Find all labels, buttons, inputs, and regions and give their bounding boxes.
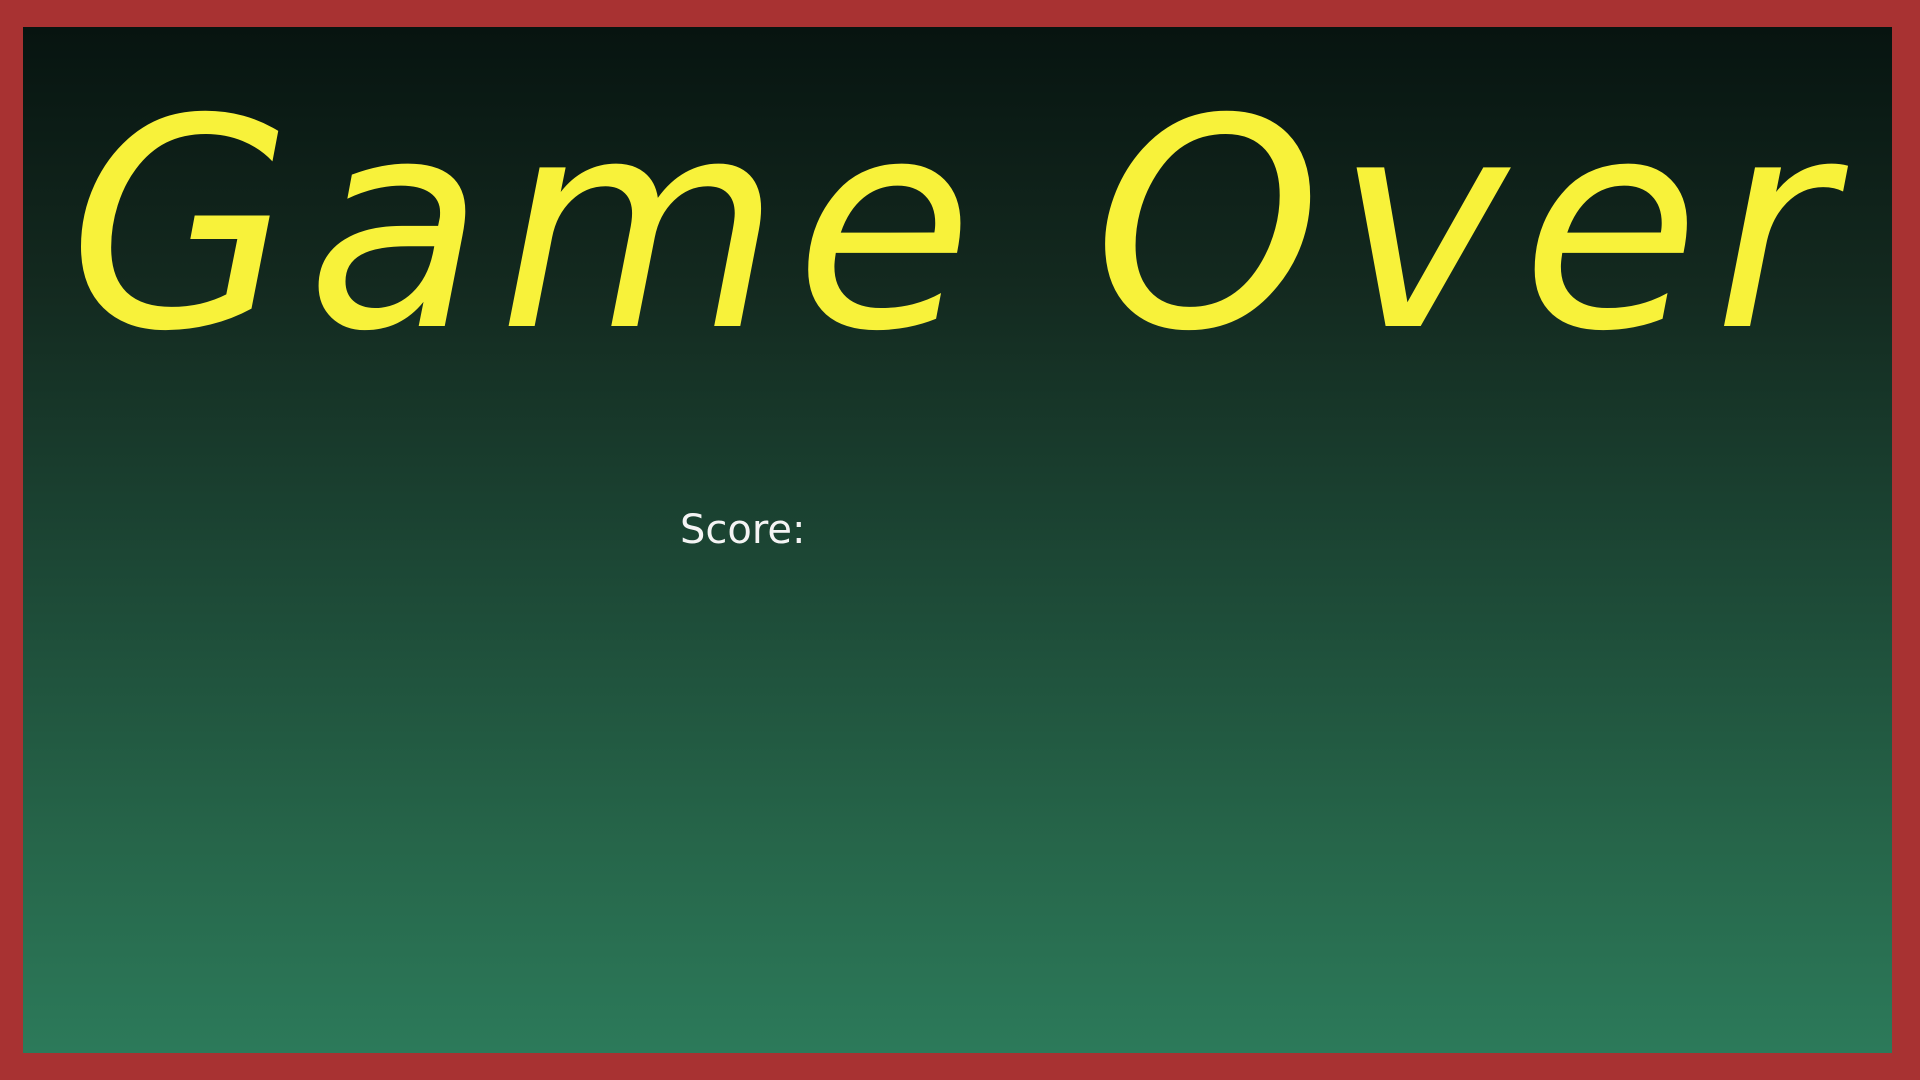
game-over-title: Game Over: [67, 58, 1848, 395]
game-over-screen: Game Over Score:: [23, 27, 1892, 1053]
score-label: Score:: [680, 507, 806, 553]
